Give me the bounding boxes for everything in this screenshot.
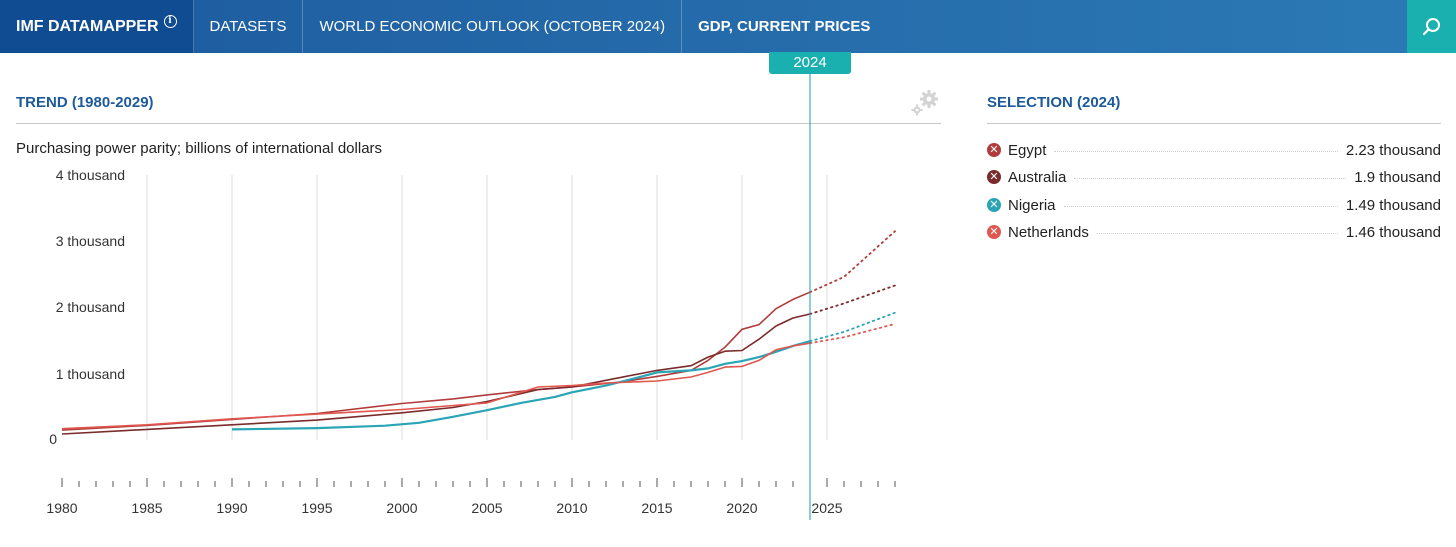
y-tick-label: 1 thousand [55,366,125,382]
country-name: Nigeria [1008,196,1056,214]
country-name: Australia [1008,168,1067,186]
selection-item-nigeria[interactable]: ✕ Nigeria 1.49 thousand [987,194,1441,216]
trend-divider [16,123,941,124]
selection-title: SELECTION (2024) [987,94,1121,111]
y-tick-label: 0 [49,431,57,447]
country-value: 1.49 thousand [1345,196,1441,214]
x-tick-label: 2010 [556,500,588,516]
y-tick-label: 4 thousand [55,167,125,183]
leader-dots [1074,177,1347,179]
projection-line-nigeria [809,311,896,343]
country-value: 1.46 thousand [1345,223,1441,241]
x-tick-label: 1995 [301,500,333,516]
selection-divider [987,123,1441,124]
selection-item-netherlands[interactable]: ✕ Netherlands 1.46 thousand [987,221,1441,243]
search-icon [1422,17,1440,35]
series-line-australia [61,313,811,435]
y-tick-label: 2 thousand [55,299,125,315]
country-value: 1.9 thousand [1354,168,1441,186]
country-value: 2.23 thousand [1345,141,1441,159]
series-line-nigeria [231,340,811,431]
x-tick-label: 1985 [131,500,163,516]
selection-item-egypt[interactable]: ✕ Egypt 2.23 thousand [987,139,1441,161]
top-navigation-bar: IMF DATAMAPPER i DATASETS WORLD ECONOMIC… [0,0,1456,53]
x-tick-label: 1990 [216,500,248,516]
gear-icon[interactable] [910,88,942,118]
projection-line-australia [809,284,896,315]
remove-icon[interactable]: ✕ [987,225,1001,239]
trend-title: TREND (1980-2029) [16,94,154,111]
x-tick-label: 2000 [386,500,418,516]
brand-label: IMF DATAMAPPER [16,17,159,35]
leader-dots [1054,150,1338,152]
projection-line-egypt [809,230,896,294]
remove-icon[interactable]: ✕ [987,198,1001,212]
chart-subtitle: Purchasing power parity; billions of int… [16,140,383,157]
info-icon[interactable]: i [163,15,177,28]
x-tick-label: 2005 [471,500,503,516]
x-tick-label: 2020 [726,500,758,516]
leader-dots [1096,232,1338,234]
y-tick-label: 3 thousand [55,233,125,249]
nav-indicator[interactable]: GDP, CURRENT PRICES [698,18,871,35]
remove-icon[interactable]: ✕ [987,143,1001,157]
selected-year-badge[interactable]: 2024 [769,52,851,74]
country-name: Egypt [1008,141,1047,159]
x-tick-label: 1980 [46,500,78,516]
series-line-netherlands [61,342,811,430]
nav-outlook[interactable]: WORLD ECONOMIC OUTLOOK (OCTOBER 2024) [303,0,683,53]
nav-datasets[interactable]: DATASETS [194,0,304,53]
projection-line-netherlands [809,323,896,345]
selection-item-australia[interactable]: ✕ Australia 1.9 thousand [987,166,1441,188]
brand-home-link[interactable]: IMF DATAMAPPER i [0,0,194,53]
remove-icon[interactable]: ✕ [987,170,1001,184]
x-tick-label: 2025 [811,500,843,516]
leader-dots [1063,205,1338,207]
x-tick-label: 2015 [641,500,673,516]
search-button[interactable] [1407,0,1456,53]
country-name: Netherlands [1008,223,1089,241]
